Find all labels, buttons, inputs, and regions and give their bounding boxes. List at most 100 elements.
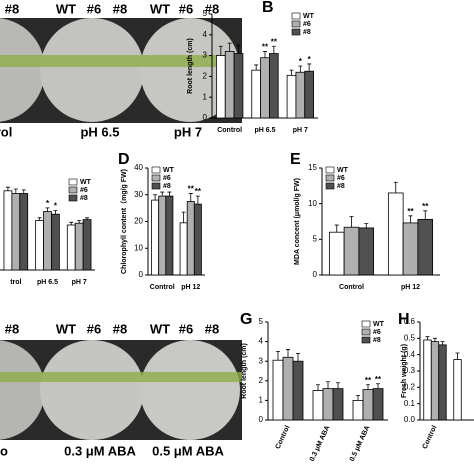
y-tick-label: 40 — [134, 163, 143, 172]
bar — [304, 70, 314, 119]
significance: ** — [422, 202, 429, 211]
plate-label: #8 — [5, 1, 19, 16]
bar — [179, 222, 188, 276]
y-axis-title: Root length (cm) — [241, 343, 248, 399]
y-tick-label: 0 — [259, 415, 264, 424]
error-bar — [53, 210, 58, 215]
panel-label: B — [262, 0, 274, 16]
plate-label: #8 — [205, 321, 219, 336]
legend-swatch — [325, 166, 335, 174]
legend-swatch — [325, 174, 335, 182]
y-tick-label: 0.5 — [404, 333, 416, 342]
panel-label: D — [118, 151, 130, 168]
error-bar — [21, 189, 26, 194]
bar — [224, 51, 235, 119]
y-tick-label: 10 — [134, 243, 143, 252]
bar — [193, 203, 202, 276]
error-bar — [188, 193, 193, 202]
panel-label: H — [398, 311, 410, 328]
legend-swatch — [68, 178, 78, 186]
treatment-label: pH 7 — [174, 124, 202, 139]
y-tick-label: 0.1 — [404, 399, 416, 408]
x-tick-label: pH 7 — [72, 279, 87, 286]
error-bar — [433, 337, 437, 342]
error-bar — [227, 42, 232, 52]
error-bar — [425, 336, 430, 340]
bar — [272, 359, 284, 421]
bar — [332, 388, 344, 421]
significance: ** — [188, 185, 195, 194]
error-bar — [263, 51, 267, 58]
y-tick-label: 1 — [203, 92, 208, 101]
significance: ** — [407, 207, 414, 216]
plate-label: #8 — [5, 321, 19, 336]
bar — [19, 193, 29, 271]
x-tick-label: pH 7 — [293, 127, 308, 134]
bar — [387, 192, 404, 276]
error-bar — [160, 191, 165, 197]
legend-swatch — [151, 174, 161, 182]
bar — [286, 74, 297, 119]
y-tick-label: 30 — [134, 190, 143, 199]
legend-label: #6 — [373, 329, 381, 336]
error-bar — [167, 191, 172, 197]
treatment-label: 0.3 μM ABA — [64, 443, 136, 458]
plate — [40, 18, 144, 122]
legend-label: WT — [373, 321, 385, 328]
error-bar — [195, 195, 200, 205]
bar — [352, 399, 364, 421]
y-tick-label: 3 — [203, 51, 208, 60]
error-bar — [85, 217, 90, 220]
error-bar — [13, 188, 18, 194]
x-tick-label: Control — [217, 127, 242, 134]
x-tick-label: pH 12 — [181, 284, 200, 291]
error-bar — [334, 224, 339, 233]
y-axis-title: MDA concent (μmol/g FW) — [294, 178, 301, 265]
error-bar — [271, 45, 276, 54]
bar — [292, 360, 304, 421]
x-tick-label: Control — [275, 425, 292, 451]
bar — [158, 195, 167, 276]
significance: * — [54, 202, 58, 211]
bar — [51, 213, 60, 271]
x-tick-label: Control — [150, 284, 175, 291]
plate-label: WT — [56, 1, 76, 16]
plate — [140, 340, 240, 440]
legend-label: #6 — [337, 175, 345, 182]
error-bar — [423, 210, 428, 220]
bar — [402, 222, 419, 276]
significance: ** — [195, 187, 202, 196]
bar — [438, 344, 447, 421]
error-bar — [364, 223, 369, 228]
y-tick-label: 0.2 — [404, 382, 416, 391]
y-axis-title: Root length (cm) — [187, 38, 194, 94]
plate-label: WT — [150, 1, 170, 16]
error-bar — [296, 352, 300, 362]
y-tick-label: 2 — [259, 376, 264, 385]
legend-label: #8 — [80, 195, 88, 202]
legend-label: #8 — [337, 183, 345, 190]
bar — [233, 53, 244, 119]
legend-label: #6 — [80, 187, 88, 194]
error-bar — [153, 194, 158, 201]
bar — [186, 201, 195, 276]
y-tick-label: 20 — [134, 217, 143, 226]
error-bar — [218, 45, 223, 56]
error-bar — [45, 207, 50, 212]
legend-label: WT — [337, 167, 349, 174]
bar — [66, 224, 76, 271]
legend-swatch — [361, 320, 371, 328]
treatment-label: o — [0, 443, 8, 458]
bar — [322, 388, 334, 421]
x-tick-label: 0.3 μM ABA — [309, 425, 332, 463]
y-tick-label: 15 — [308, 163, 317, 172]
error-bar — [336, 382, 340, 389]
treatment-label: rol — [0, 124, 12, 139]
bar — [295, 71, 306, 119]
significance: ** — [375, 375, 382, 384]
panel-label: G — [240, 311, 252, 328]
error-bar — [326, 381, 330, 389]
error-bar — [376, 383, 380, 389]
legend-swatch — [151, 166, 161, 174]
